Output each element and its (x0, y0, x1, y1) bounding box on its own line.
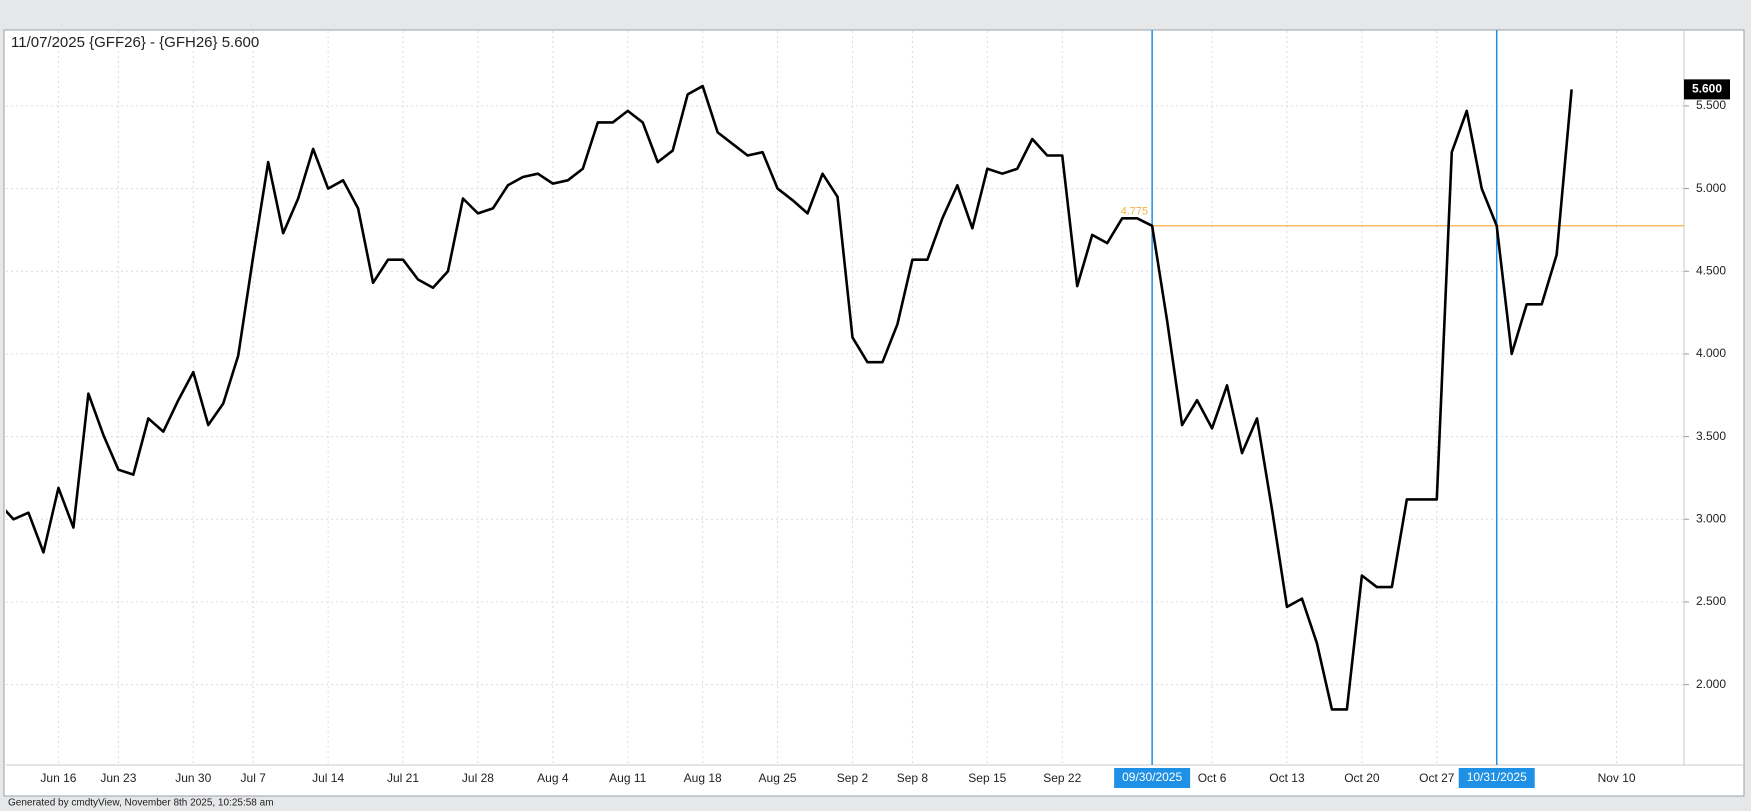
x-tick-label: Oct 6 (1198, 771, 1227, 785)
reference-label: 4.775 (1121, 206, 1149, 218)
y-tick-label: 2.500 (1696, 594, 1726, 608)
x-tick-label: Jul 21 (387, 771, 419, 785)
chart-title: 11/07/2025 {GFF26} - {GFH26} 5.600 (11, 34, 259, 51)
y-tick-label: 3.000 (1696, 511, 1726, 525)
chart-panel (3, 29, 1745, 797)
y-tick-label: 3.500 (1696, 429, 1726, 443)
marker-label-box (1458, 768, 1535, 788)
y-tick-label: 5.500 (1696, 98, 1726, 112)
x-tick-label: Oct 13 (1269, 771, 1305, 785)
x-tick-label: Jun 23 (100, 771, 136, 785)
x-tick-label: Jun 30 (175, 771, 211, 785)
x-tick-label: Aug 18 (684, 771, 722, 785)
x-tick-label: Jul 7 (241, 771, 267, 785)
x-tick-label: Jul 28 (462, 771, 494, 785)
x-tick-label: Nov 10 (1598, 771, 1636, 785)
x-tick-label: Aug 4 (537, 771, 569, 785)
x-tick-label: Jun 16 (40, 771, 76, 785)
marker-label: 10/31/2025 (1467, 770, 1527, 784)
last-value-box (1684, 79, 1730, 100)
marker-label: 09/30/2025 (1122, 770, 1182, 784)
x-tick-label: Jul 14 (312, 771, 344, 785)
x-tick-label: Sep 2 (837, 771, 869, 785)
y-tick-label: 2.000 (1696, 677, 1726, 691)
y-tick-label: 5.000 (1696, 181, 1726, 195)
series-line (6, 84, 1573, 711)
x-tick-label: Aug 11 (609, 771, 646, 785)
x-tick-label: Oct 27 (1419, 771, 1455, 785)
x-tick-label: Aug 25 (759, 771, 797, 785)
last-value-label: 5.600 (1692, 82, 1722, 96)
footer: Generated by cmdtyView, November 8th 202… (8, 798, 274, 809)
x-tick-label: Oct 20 (1344, 771, 1380, 785)
x-tick-label: Sep 22 (1043, 771, 1081, 785)
y-tick-label: 4.000 (1696, 346, 1726, 360)
y-tick-label: 4.500 (1696, 263, 1726, 277)
x-tick-label: Sep 8 (897, 771, 929, 785)
x-tick-label: Sep 15 (968, 771, 1006, 785)
marker-label-box (1114, 768, 1191, 788)
